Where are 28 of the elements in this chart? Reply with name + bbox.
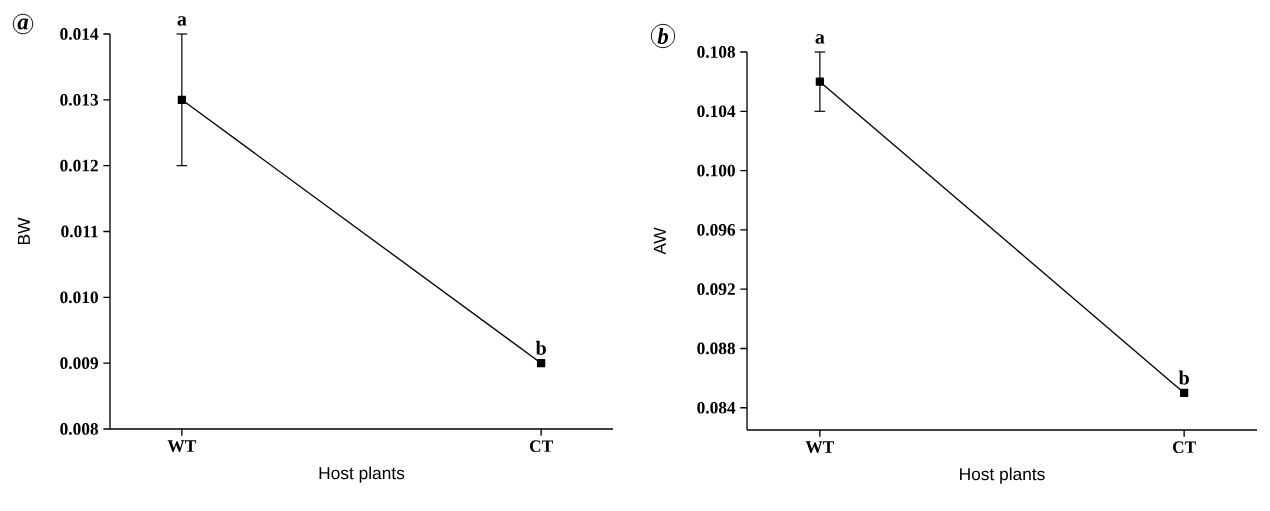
y-tick-label: 0.009 (60, 357, 99, 370)
x-tick-label: CT (529, 440, 553, 453)
x-axis-title: Host plants (960, 467, 1045, 484)
y-tick-label: 0.096 (697, 224, 736, 236)
chart-title: a (17, 18, 29, 30)
y-axis-title: AW (653, 227, 666, 255)
annotation: b (1178, 370, 1189, 385)
y-tick-label: 0.104 (697, 105, 736, 118)
annotation: a (177, 16, 187, 26)
x-axis-title: Host plants (319, 466, 405, 483)
x-tick-label: CT (1172, 441, 1196, 454)
y-tick-label: 0.013 (60, 93, 99, 106)
y-tick-label: 0.008 (60, 423, 99, 435)
y-tick-label: 0.092 (697, 283, 735, 296)
y-axis-title: BW (17, 217, 30, 245)
y-tick-label: 0.088 (697, 342, 736, 355)
y-tick-label: 0.100 (697, 164, 735, 177)
chart-title: b (657, 28, 669, 44)
y-tick-label: 0.012 (60, 159, 98, 172)
annotation: b (535, 340, 546, 355)
y-tick-label: 0.010 (60, 291, 98, 304)
x-tick-label: WT (167, 440, 197, 452)
y-tick-label: 0.011 (61, 225, 98, 238)
y-tick-label: 0.084 (697, 401, 736, 414)
y-tick-label: 0.014 (60, 28, 99, 40)
y-tick-label: 0.108 (697, 46, 736, 58)
annotation: a (815, 34, 825, 44)
x-tick-label: WT (805, 441, 835, 453)
